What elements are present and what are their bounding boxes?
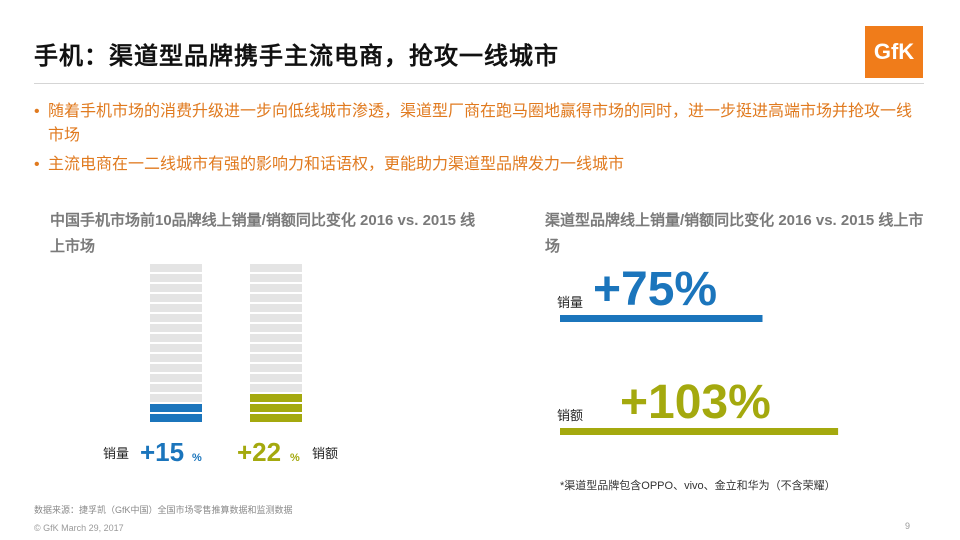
bar-segment-filled	[250, 394, 302, 402]
bar-sales-value	[560, 428, 839, 435]
data-source: 数据来源：捷孚凯（GfK中国）全国市场零售推算数据和监测数据	[34, 505, 293, 515]
bar-segment-empty	[150, 334, 202, 342]
bar-segment-empty	[150, 384, 202, 392]
bar-segment-empty	[150, 354, 202, 362]
page-title: 手机：渠道型品牌携手主流电商，抢攻一线城市	[34, 43, 559, 70]
bar-segment-empty	[250, 364, 302, 372]
title-divider	[34, 83, 924, 84]
bar-segment-empty	[250, 354, 302, 362]
bar-segment-filled	[150, 414, 202, 422]
bar-segment-empty	[250, 304, 302, 312]
category-label-value: 销额	[557, 408, 583, 423]
unit-label-sales-value: %	[290, 452, 300, 464]
value-label-volume: +75%	[593, 263, 717, 316]
bar-segment-filled	[250, 414, 302, 422]
bar-segment-empty	[250, 344, 302, 352]
bar-segment-empty	[150, 304, 202, 312]
right-chart-title: 渠道型品牌线上销量/销额同比变化 2016 vs. 2015 线上市场	[545, 212, 924, 255]
bar-segment-filled	[250, 404, 302, 412]
bullet-list: 随着手机市场的消费升级进一步向低线城市渗透，渠道型厂商在跑马圈地赢得市场的同时，…	[34, 100, 924, 182]
bar-segment-empty	[150, 374, 202, 382]
bullet-item: 随着手机市场的消费升级进一步向低线城市渗透，渠道型厂商在跑马圈地赢得市场的同时，…	[34, 100, 924, 148]
bar-segment-empty	[150, 344, 202, 352]
footnote: *渠道型品牌包含OPPO、vivo、金立和华为（不含荣耀）	[560, 480, 836, 492]
value-label-sales-value: +22	[237, 437, 281, 467]
category-label-sales-value: 销额	[312, 446, 338, 461]
bar-segment-empty	[150, 264, 202, 272]
value-label-sales-volume: +15	[140, 437, 184, 467]
page-number: 9	[905, 521, 911, 531]
unit-label-sales-volume: %	[192, 452, 202, 464]
left-chart-title: 中国手机市场前10品牌线上销量/销额同比变化 2016 vs. 2015 线上市…	[50, 212, 476, 255]
bar-segment-empty	[150, 314, 202, 322]
bullet-item: 主流电商在一二线城市有强的影响力和话语权，更能助力渠道型品牌发力一线城市	[34, 153, 924, 177]
bar-segment-empty	[250, 314, 302, 322]
bar-sales-volume	[560, 315, 763, 322]
bar-segment-empty	[150, 284, 202, 292]
bar-segment-empty	[250, 384, 302, 392]
bar-segment-empty	[250, 264, 302, 272]
bar-segment-empty	[250, 324, 302, 332]
bar-segment-empty	[250, 374, 302, 382]
gfk-logo: GfK	[865, 26, 923, 78]
category-label-sales-volume: 销量	[103, 446, 129, 461]
bar-segment-empty	[250, 284, 302, 292]
bar-segment-empty	[150, 294, 202, 302]
bar-segment-empty	[250, 334, 302, 342]
copyright-footer: © GfK March 29, 2017	[34, 523, 124, 533]
value-label-value: +103%	[620, 376, 771, 429]
category-label-volume: 销量	[557, 295, 583, 310]
bar-segment-empty	[150, 394, 202, 402]
bar-segment-empty	[250, 274, 302, 282]
bar-segment-empty	[150, 274, 202, 282]
bar-segment-empty	[250, 294, 302, 302]
bar-segment-filled	[150, 404, 202, 412]
bar-segment-empty	[150, 364, 202, 372]
bar-segment-empty	[150, 324, 202, 332]
